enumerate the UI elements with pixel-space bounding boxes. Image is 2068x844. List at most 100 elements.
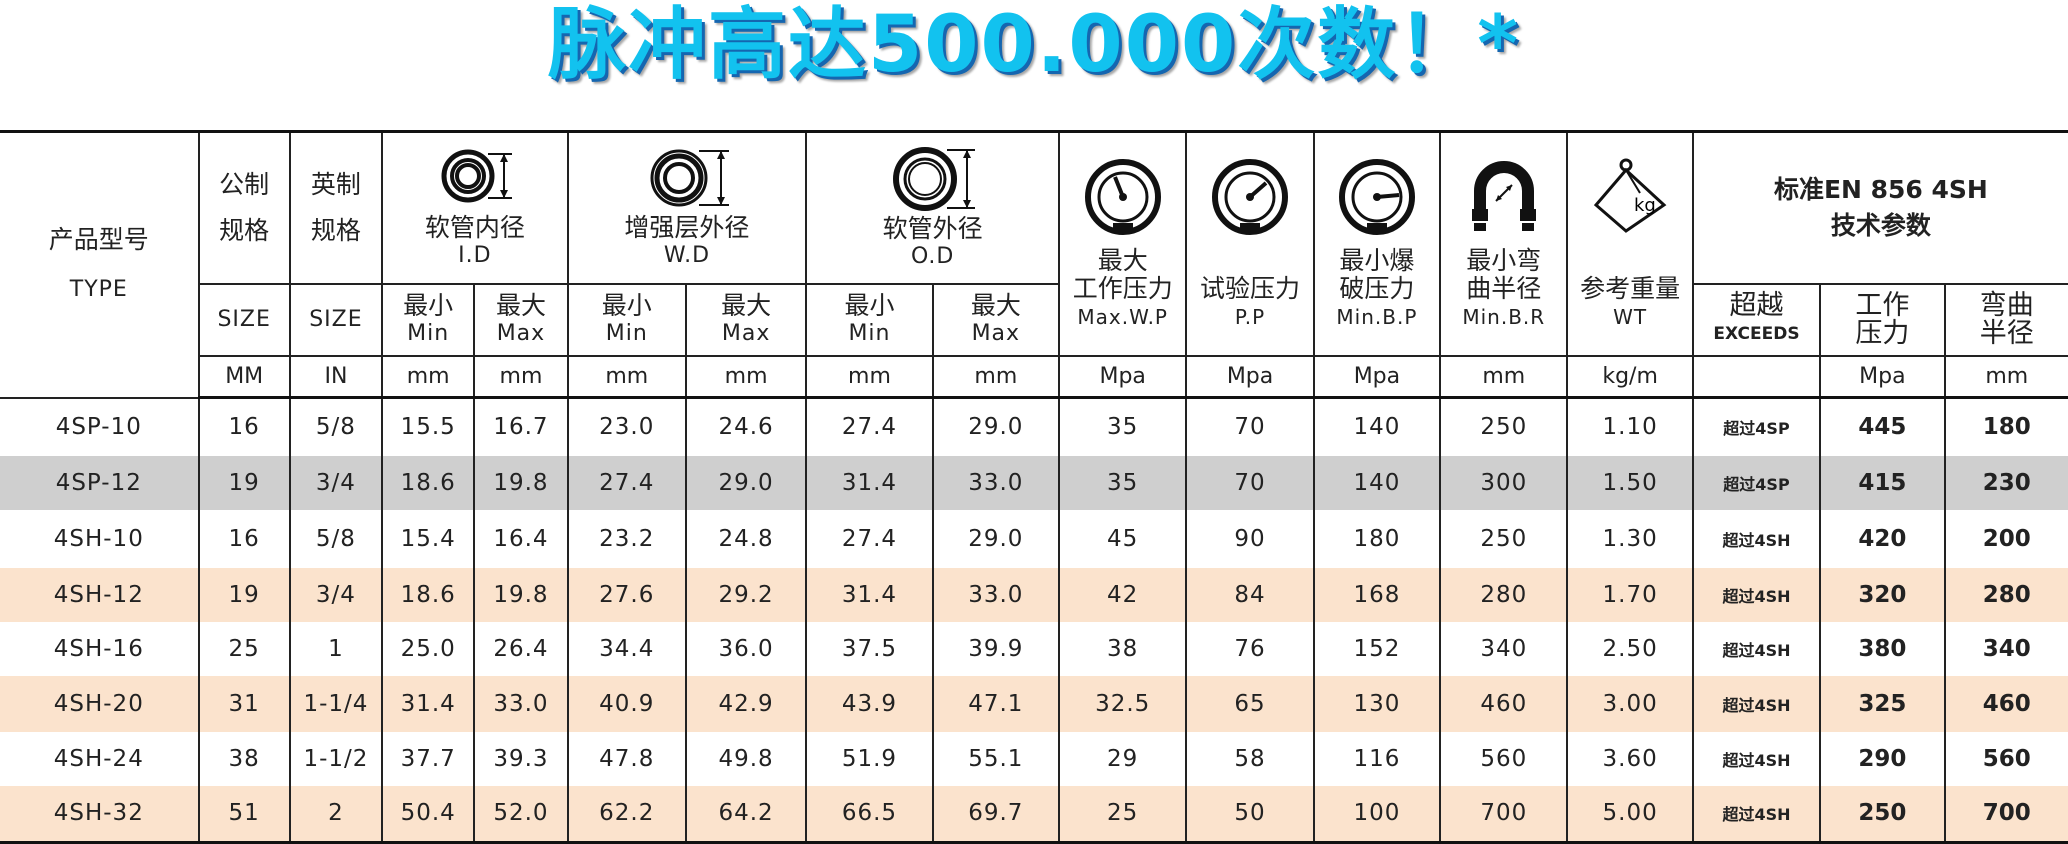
- cell-std-wp: 380: [1820, 621, 1946, 676]
- unit-exceeds: [1692, 355, 1822, 399]
- cell-type: 4SH-16: [0, 621, 200, 676]
- wp-header-en: Max.W.P: [1077, 304, 1168, 329]
- spec-table: 产品型号 TYPE 公制 规格 英制 规格: [0, 130, 2068, 844]
- cell-std-wp: 325: [1820, 675, 1946, 732]
- pressure-gauge-icon: [1084, 158, 1161, 235]
- size-mm-sub: SIZE: [198, 283, 291, 357]
- cell-bp: 130: [1313, 675, 1442, 732]
- size-in-line2: 规格: [310, 215, 361, 245]
- std-br-header: 弯曲 半径: [1944, 283, 2068, 357]
- cell-std-wp: 320: [1820, 567, 1946, 622]
- pressure-gauge-icon: [1338, 158, 1415, 235]
- table-row: 4SH-24 38 1-1/2 37.7 39.3 47.8 49.8 51.9…: [0, 731, 2068, 786]
- br-header: 最小弯 曲半径 Min.B.R: [1440, 130, 1569, 357]
- id-header-zh: 软管内径: [424, 212, 525, 242]
- cell-wd-min: 23.0: [567, 397, 687, 456]
- cell-wd-min: 47.8: [567, 731, 687, 786]
- cell-wd-min: 62.2: [567, 785, 687, 844]
- type-header: 产品型号 TYPE: [0, 130, 200, 399]
- cell-exceeds: 超过4SH: [1692, 621, 1822, 676]
- cell-exceeds: 超过4SP: [1692, 455, 1822, 510]
- table-row: 4SH-16 25 1 25.0 26.4 34.4 36.0 37.5 39.…: [0, 621, 2068, 676]
- cell-type: 4SH-20: [0, 675, 200, 732]
- cell-type: 4SH-24: [0, 731, 200, 786]
- cell-wd-max: 36.0: [685, 621, 808, 676]
- unit-wp: Mpa: [1059, 355, 1188, 399]
- cell-exceeds: 超过4SP: [1692, 397, 1822, 456]
- unit-wd-max: mm: [685, 355, 808, 399]
- cell-bp: 140: [1313, 455, 1442, 510]
- cell-bp: 116: [1313, 731, 1442, 786]
- min-en: Min: [848, 320, 891, 346]
- cell-in: 1-1/4: [289, 675, 384, 732]
- unit-bp: Mpa: [1313, 355, 1442, 399]
- cell-wd-max: 42.9: [685, 675, 808, 732]
- cell-br: 250: [1440, 509, 1569, 568]
- cell-wd-max: 49.8: [685, 731, 808, 786]
- cell-wp: 35: [1059, 455, 1188, 510]
- cell-in: 5/8: [289, 397, 384, 456]
- table-row: 4SH-32 51 2 50.4 52.0 62.2 64.2 66.5 69.…: [0, 785, 2068, 844]
- br-header-en: Min.B.R: [1462, 304, 1546, 329]
- cell-wp: 25: [1059, 785, 1188, 844]
- cell-br: 460: [1440, 675, 1569, 732]
- size-in-line1: 英制: [310, 169, 361, 199]
- unit-od-min: mm: [806, 355, 934, 399]
- hose-inner-diameter-icon: [441, 149, 512, 203]
- cell-pp: 84: [1186, 567, 1315, 622]
- table-row: 4SH-10 16 5/8 15.4 16.4 23.2 24.8 27.4 2…: [0, 509, 2068, 568]
- cell-wt: 3.60: [1567, 731, 1694, 786]
- cell-wd-max: 24.8: [685, 509, 808, 568]
- max-zh: 最大: [495, 290, 546, 320]
- cell-std-wp: 250: [1820, 785, 1946, 844]
- cell-in: 1-1/2: [289, 731, 384, 786]
- cell-pp: 58: [1186, 731, 1315, 786]
- cell-wd-max: 29.0: [685, 455, 808, 510]
- pp-header: 试验压力 P.P: [1186, 130, 1315, 357]
- type-header-en: TYPE: [69, 276, 128, 302]
- cell-mm: 25: [198, 621, 291, 676]
- cell-od-max: 33.0: [932, 567, 1061, 622]
- reinforcement-diameter-icon: [650, 149, 729, 207]
- size-mm-line2: 规格: [219, 215, 270, 245]
- cell-id-max: 39.3: [474, 731, 569, 786]
- exceeds-header: 超越 EXCEEDS: [1692, 283, 1822, 357]
- unit-id-min: mm: [382, 355, 476, 399]
- cell-pp: 76: [1186, 621, 1315, 676]
- cell-in: 1: [289, 621, 384, 676]
- cell-br: 280: [1440, 567, 1569, 622]
- size-mm-line1: 公制: [219, 169, 270, 199]
- std-br-zh2: 半径: [1979, 317, 2034, 349]
- weight-kg-icon: kg: [1594, 158, 1667, 233]
- id-header: 软管内径 I.D: [382, 130, 569, 285]
- cell-pp: 70: [1186, 455, 1315, 510]
- cell-id-min: 25.0: [382, 621, 476, 676]
- type-header-zh: 产品型号: [48, 224, 149, 254]
- max-en: Max: [971, 320, 1021, 346]
- cell-std-br: 460: [1944, 675, 2068, 732]
- cell-id-min: 31.4: [382, 675, 476, 732]
- size-mm-sub-label: SIZE: [217, 306, 271, 332]
- bp-header: 最小爆 破压力 Min.B.P: [1313, 130, 1442, 357]
- cell-wt: 2.50: [1567, 621, 1694, 676]
- std-wp-header: 工作 压力: [1820, 283, 1946, 357]
- cell-mm: 31: [198, 675, 291, 732]
- cell-bp: 168: [1313, 567, 1442, 622]
- cell-id-min: 15.5: [382, 397, 476, 456]
- table-row: 4SP-10 16 5/8 15.5 16.7 23.0 24.6 27.4 2…: [0, 397, 2068, 456]
- cell-br: 250: [1440, 397, 1569, 456]
- cell-mm: 16: [198, 509, 291, 568]
- cell-wd-min: 34.4: [567, 621, 687, 676]
- unit-mm: MM: [198, 355, 291, 399]
- cell-mm: 51: [198, 785, 291, 844]
- cell-wd-max: 29.2: [685, 567, 808, 622]
- cell-pp: 70: [1186, 397, 1315, 456]
- std-wp-zh2: 压力: [1855, 317, 1910, 349]
- wp-header-zh1: 最大: [1097, 245, 1148, 275]
- cell-wd-min: 40.9: [567, 675, 687, 732]
- bp-header-zh1: 最小爆: [1339, 245, 1415, 275]
- cell-id-max: 16.7: [474, 397, 569, 456]
- page-title: 脉冲高达500.000次数！*: [547, 0, 1521, 90]
- cell-br: 340: [1440, 621, 1569, 676]
- cell-type: 4SP-12: [0, 455, 200, 510]
